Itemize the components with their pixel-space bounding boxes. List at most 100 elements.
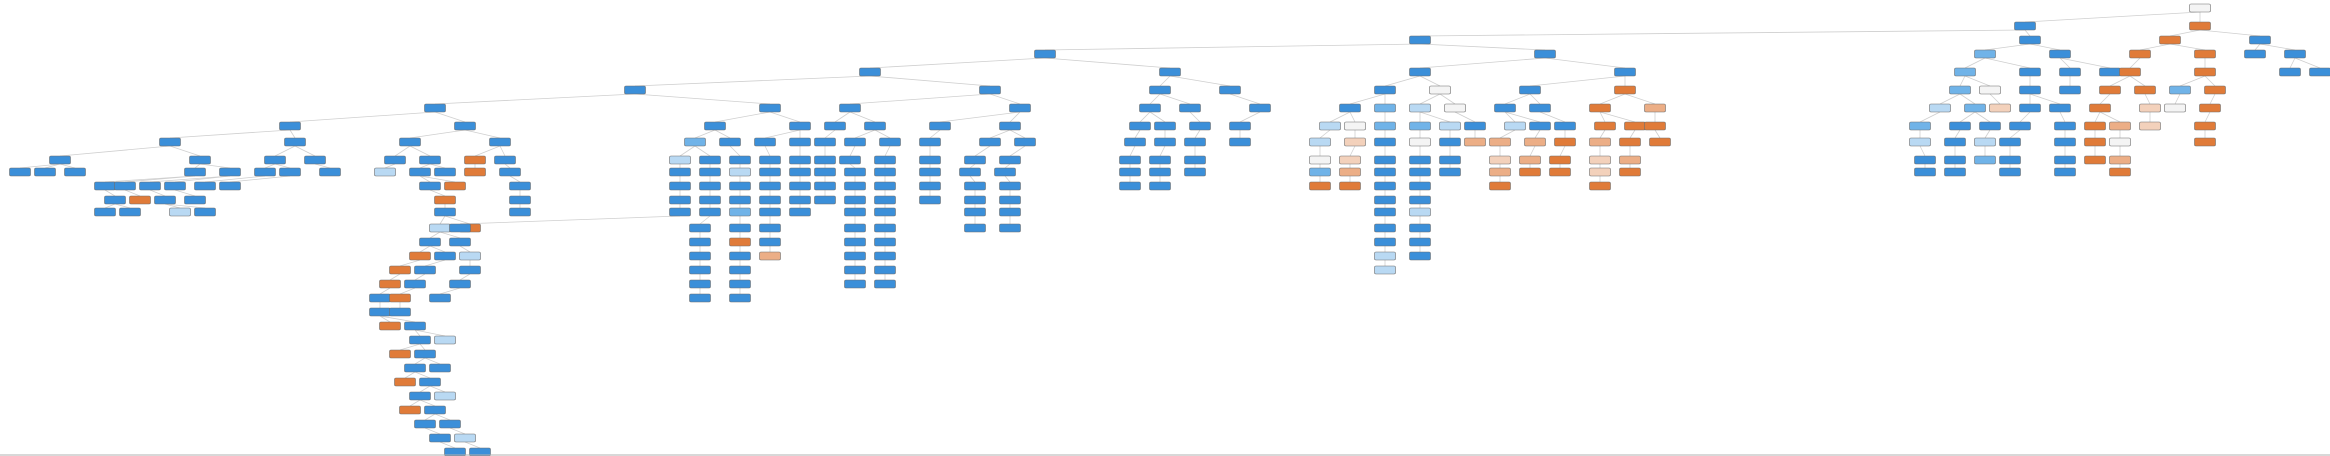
tree-edge: [149, 189, 166, 197]
tree-edge: [399, 287, 416, 295]
tree-node: [1549, 167, 1571, 177]
tree-node: [844, 279, 866, 289]
tree-node: [194, 181, 216, 191]
tree-node: [414, 265, 436, 275]
tree-edge: [379, 315, 416, 323]
tree-edge: [464, 441, 481, 449]
tree-edge: [849, 163, 856, 169]
tree-edge: [499, 145, 506, 157]
tree-node: [1489, 137, 1511, 147]
tree-edge: [1984, 43, 2031, 51]
tree-node: [699, 207, 721, 217]
tree-edge: [694, 145, 711, 157]
tree-node: [1409, 167, 1431, 177]
tree-node: [1929, 103, 1951, 113]
tree-node: [1614, 85, 1636, 95]
tree-node: [319, 167, 341, 177]
tree-node: [409, 335, 431, 345]
tree-node: [1909, 121, 1931, 131]
tree-edge: [1004, 175, 1011, 183]
tree-edge: [409, 145, 431, 157]
tree-edge: [1629, 129, 1636, 139]
tree-node: [419, 155, 441, 165]
tree-node: [1594, 121, 1616, 131]
tree-node: [1344, 121, 1366, 131]
tree-edge: [429, 163, 446, 169]
tree-node: [139, 181, 161, 191]
tree-node: [789, 181, 811, 191]
tree-node: [2249, 35, 2271, 45]
tree-node: [2014, 21, 2036, 31]
tree-node: [1489, 167, 1511, 177]
tree-node: [1534, 49, 1556, 59]
tree-node: [414, 419, 436, 429]
tree-edge: [2059, 57, 2111, 69]
tree-node: [429, 223, 451, 233]
tree-node: [104, 195, 126, 205]
tree-node: [1944, 167, 1966, 177]
tree-node: [1409, 251, 1431, 261]
tree-edge: [414, 357, 426, 365]
tree-edge: [124, 175, 196, 183]
tree-node: [369, 293, 391, 303]
tree-edge: [459, 245, 471, 253]
tree-node: [2204, 85, 2226, 95]
tree-edge: [509, 175, 521, 183]
tree-node: [999, 121, 1021, 131]
tree-node: [454, 433, 476, 443]
tree-edge: [449, 427, 466, 435]
tree-node: [2019, 85, 2041, 95]
tree-node: [684, 137, 706, 147]
tree-edge: [2109, 75, 2131, 87]
tree-node: [1429, 85, 1451, 95]
tree-edge: [824, 129, 836, 139]
tree-node: [2119, 67, 2141, 77]
tree-node: [874, 223, 896, 233]
tree-node: [189, 155, 211, 165]
tree-edge: [699, 215, 711, 225]
tree-node: [1034, 49, 1056, 59]
tree-edge: [439, 287, 461, 295]
tree-node: [959, 167, 981, 177]
tree-node: [154, 195, 176, 205]
tree-node: [1119, 167, 1141, 177]
tree-node: [2244, 49, 2266, 59]
tree-node: [449, 279, 471, 289]
tree-edge: [634, 93, 771, 105]
tree-node: [2109, 155, 2131, 165]
tree-node: [279, 167, 301, 177]
tree-edge: [1559, 145, 1566, 157]
tree-node: [1409, 103, 1431, 113]
tree-node: [1374, 265, 1396, 275]
tree-node: [429, 363, 451, 373]
tree-edge: [1954, 129, 1961, 139]
tree-edge: [414, 273, 426, 281]
tree-edge: [2204, 111, 2211, 123]
tree-edge: [2259, 43, 2296, 51]
tree-edge: [854, 129, 876, 139]
tree-node: [409, 167, 431, 177]
tree-node: [874, 237, 896, 247]
tree-node: [1489, 155, 1511, 165]
tree-node: [119, 207, 141, 217]
tree-edge: [419, 175, 431, 183]
tree-edge: [1529, 145, 1536, 157]
tree-node: [1529, 103, 1551, 113]
tree-node: [1589, 103, 1611, 113]
tree-edge: [2254, 43, 2261, 51]
tree-node: [669, 155, 691, 165]
tree-edge: [199, 163, 231, 169]
tree-node: [1339, 103, 1361, 113]
tree-node: [1409, 155, 1431, 165]
tree-node: [729, 155, 751, 165]
tree-edge: [274, 145, 296, 157]
tree-node: [499, 167, 521, 177]
tree-edge: [714, 111, 771, 123]
tree-node: [1589, 137, 1611, 147]
tree-node: [9, 167, 31, 177]
tree-node: [999, 155, 1021, 165]
tree-edge: [429, 245, 446, 253]
tree-node: [999, 223, 1021, 233]
tree-node: [2139, 121, 2161, 131]
tree-node: [789, 137, 811, 147]
